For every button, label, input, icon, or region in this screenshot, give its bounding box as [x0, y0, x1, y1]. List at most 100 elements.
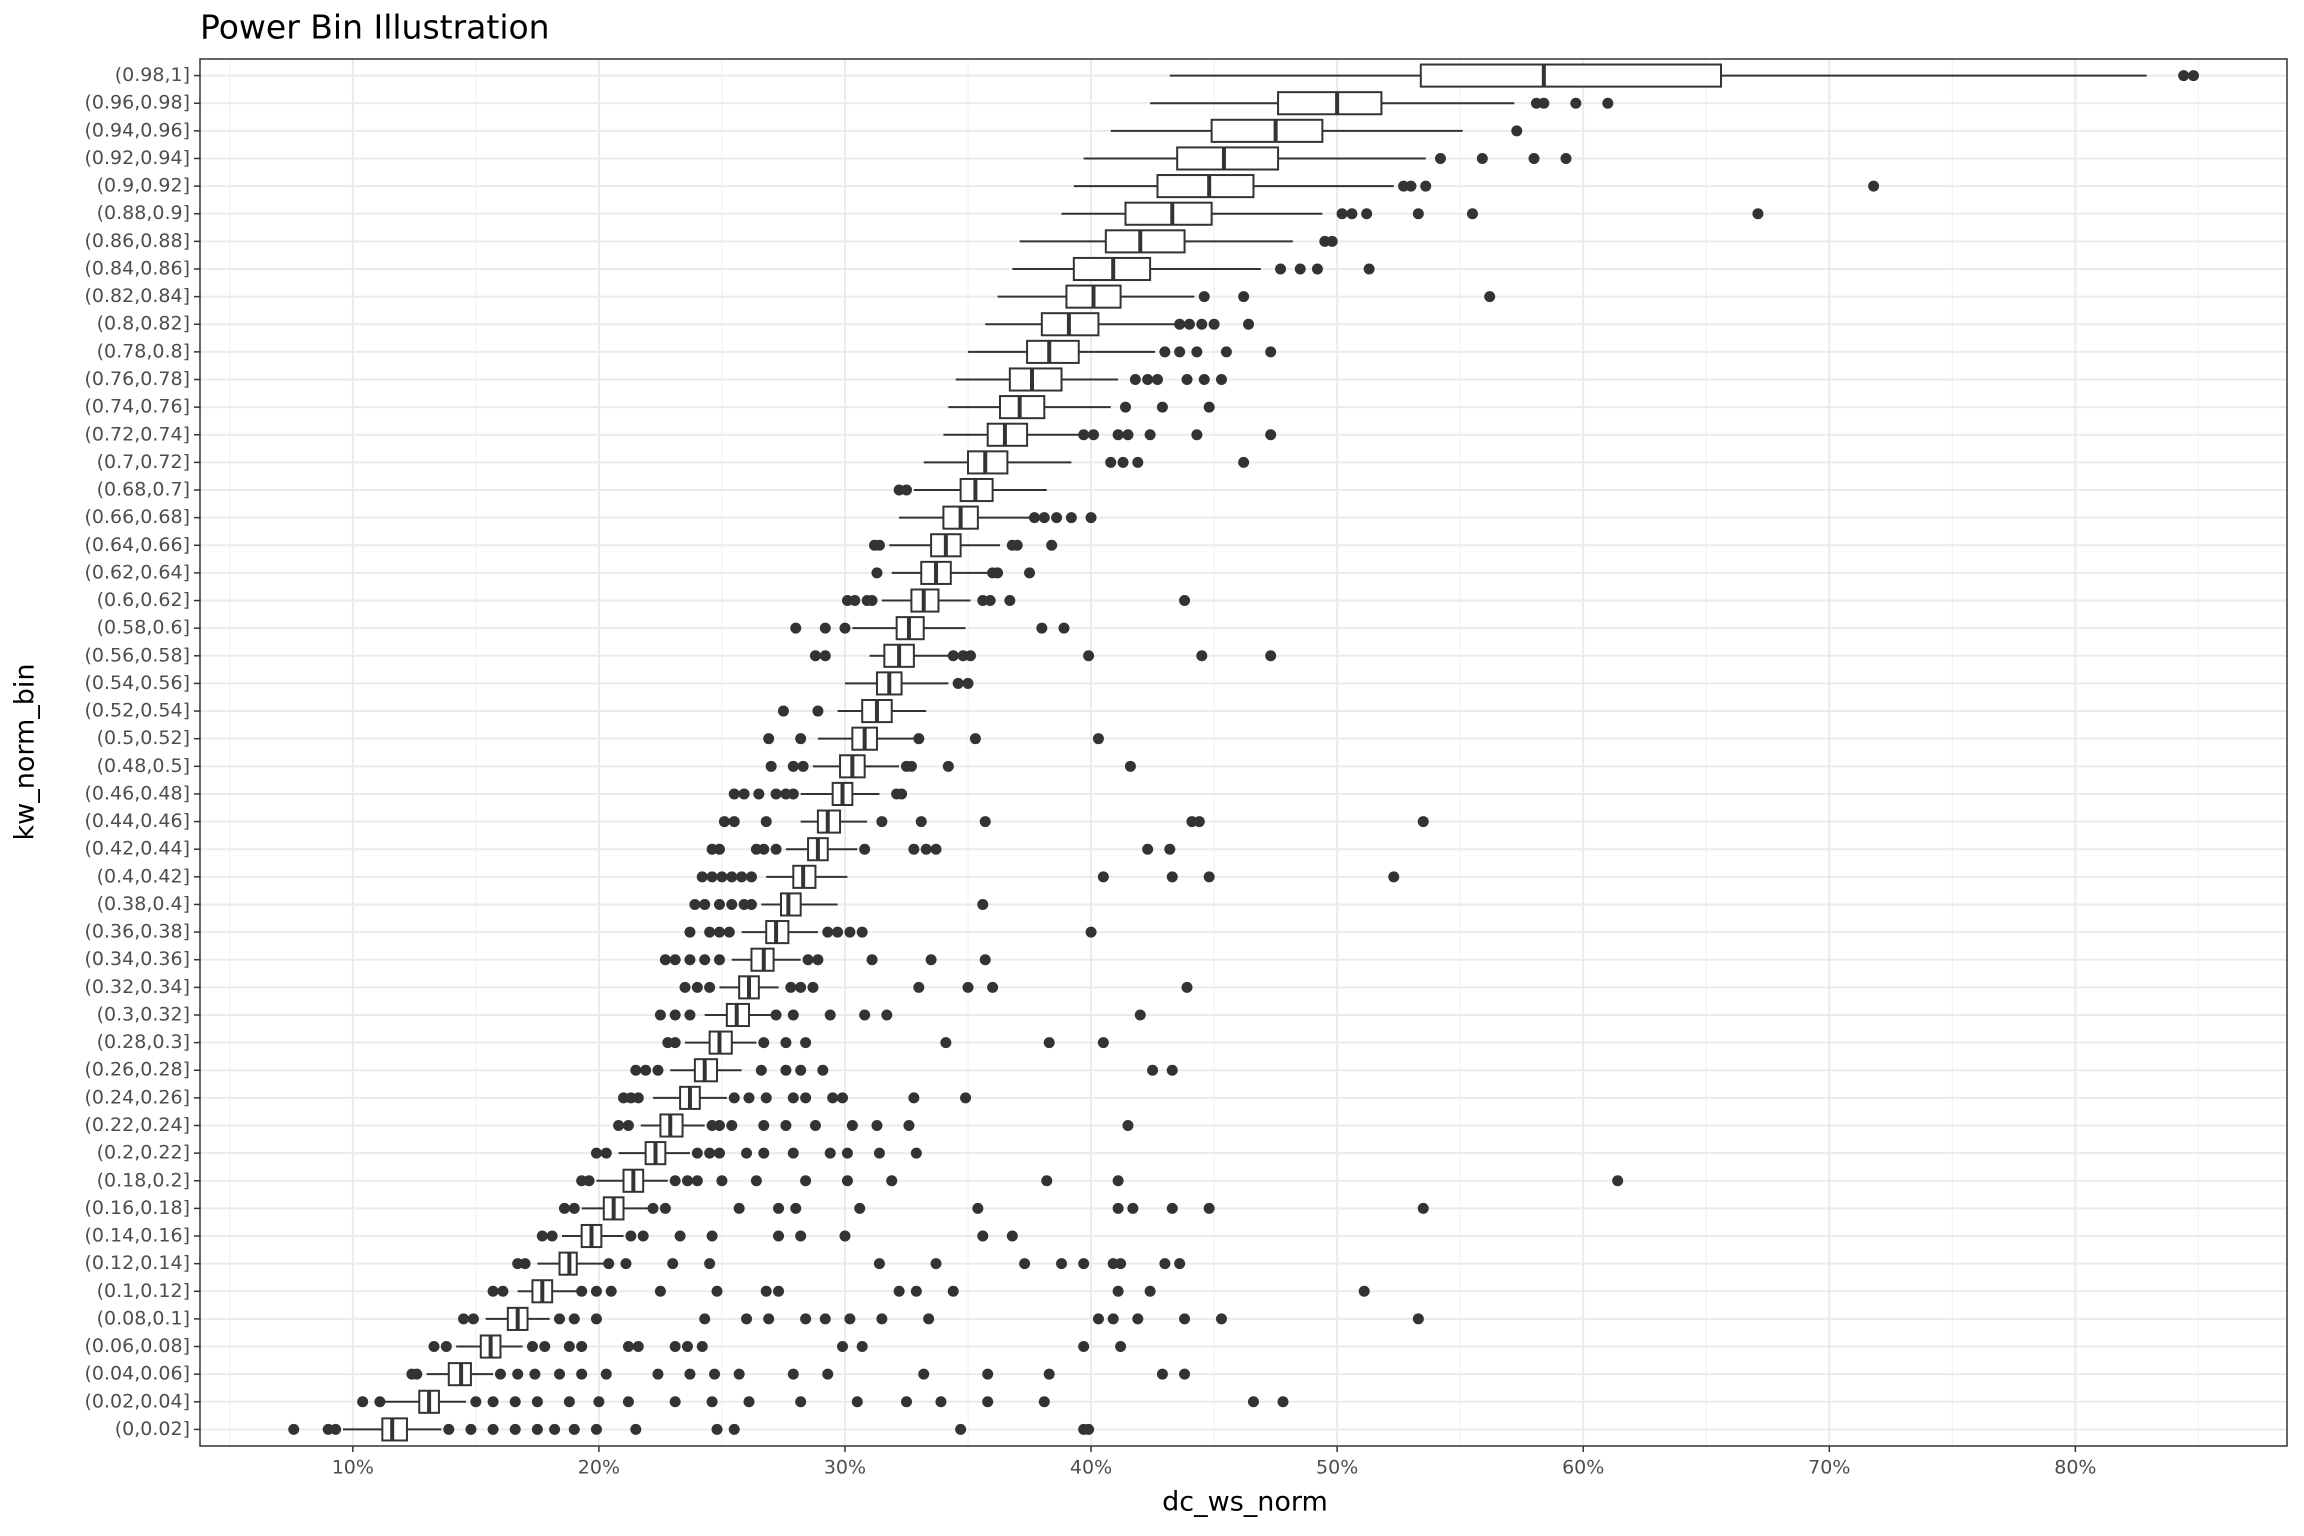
outlier	[859, 1009, 871, 1021]
y-tick-label: (0.58,0.6]	[97, 617, 190, 639]
outlier	[568, 1423, 580, 1435]
outlier	[709, 1368, 721, 1380]
outlier	[741, 1313, 753, 1325]
outlier	[886, 1175, 898, 1187]
outlier	[849, 595, 861, 607]
outlier	[563, 1341, 575, 1353]
outlier	[1043, 1368, 1055, 1380]
outlier	[558, 1202, 570, 1214]
outlier	[908, 843, 920, 855]
outlier	[1358, 1285, 1370, 1297]
outlier	[770, 843, 782, 855]
outlier	[593, 1396, 605, 1408]
outlier	[647, 1202, 659, 1214]
outlier	[925, 954, 937, 966]
outlier	[1203, 1202, 1215, 1214]
outlier	[632, 1092, 644, 1104]
outlier	[1129, 374, 1141, 386]
outlier	[1612, 1175, 1624, 1187]
outlier	[822, 1368, 834, 1380]
outlier	[1043, 1037, 1055, 1049]
outlier	[910, 1147, 922, 1159]
outlier	[711, 1285, 723, 1297]
outlier	[780, 1037, 792, 1049]
outlier	[699, 954, 711, 966]
outlier	[1112, 1285, 1124, 1297]
outlier	[706, 1230, 718, 1242]
outlier	[736, 871, 748, 883]
outlier	[711, 1423, 723, 1435]
y-tick-label: (0.62,0.64]	[85, 561, 190, 583]
outlier	[713, 843, 725, 855]
outlier	[876, 1313, 888, 1325]
outlier	[900, 484, 912, 496]
outlier	[841, 1175, 853, 1187]
outlier	[1326, 235, 1338, 247]
y-tick-label: (0.72,0.74]	[85, 423, 190, 445]
outlier	[1417, 816, 1429, 828]
outlier	[733, 1202, 745, 1214]
outlier	[519, 1258, 531, 1270]
outlier	[691, 1147, 703, 1159]
outlier	[576, 1368, 588, 1380]
outlier	[674, 1230, 686, 1242]
outlier	[691, 981, 703, 993]
outlier	[1011, 539, 1023, 551]
outlier	[984, 595, 996, 607]
outlier	[910, 1285, 922, 1297]
outlier	[1124, 760, 1136, 772]
outlier	[1065, 512, 1077, 524]
box	[1176, 146, 1280, 171]
y-tick-label: (0.68,0.7]	[97, 479, 190, 501]
outlier	[837, 1092, 849, 1104]
outlier	[622, 1119, 634, 1131]
outlier	[1151, 374, 1163, 386]
outlier	[713, 1119, 725, 1131]
outlier	[1361, 208, 1373, 220]
outlier	[846, 1119, 858, 1131]
outlier	[1412, 1313, 1424, 1325]
y-tick-label: (0.24,0.26]	[85, 1086, 190, 1108]
outlier	[824, 1147, 836, 1159]
outlier	[787, 1092, 799, 1104]
outlier	[839, 1230, 851, 1242]
outlier	[713, 954, 725, 966]
outlier	[871, 567, 883, 579]
outlier	[844, 926, 856, 938]
outlier	[1144, 429, 1156, 441]
outlier	[512, 1368, 524, 1380]
x-tick-label: 50%	[1316, 1457, 1358, 1479]
y-tick-label: (0.9,0.92]	[97, 175, 190, 197]
outlier	[696, 1341, 708, 1353]
y-tick-label: (0.48,0.5]	[97, 755, 190, 777]
outlier	[1215, 374, 1227, 386]
box	[1104, 229, 1186, 254]
outlier	[1164, 843, 1176, 855]
outlier	[669, 1037, 681, 1049]
outlier	[1159, 346, 1171, 358]
chart-title: Power Bin Illustration	[200, 8, 550, 47]
y-tick-label: (0.44,0.46]	[85, 810, 190, 832]
box	[1210, 118, 1324, 143]
outlier	[1265, 346, 1277, 358]
outlier	[1336, 208, 1348, 220]
outlier	[539, 1341, 551, 1353]
outlier	[1142, 374, 1154, 386]
outlier	[1156, 401, 1168, 413]
outlier	[704, 926, 716, 938]
outlier	[684, 1009, 696, 1021]
outlier	[1006, 1230, 1018, 1242]
outlier	[1238, 456, 1250, 468]
outlier	[785, 981, 797, 993]
outlier	[288, 1423, 300, 1435]
outlier	[964, 650, 976, 662]
outlier	[807, 981, 819, 993]
outlier	[758, 1119, 770, 1131]
outlier	[819, 650, 831, 662]
outlier	[1134, 1009, 1146, 1021]
outlier	[1112, 1202, 1124, 1214]
outlier	[745, 871, 757, 883]
outlier	[497, 1285, 509, 1297]
outlier	[669, 1175, 681, 1187]
y-tick-label: (0.26,0.28]	[85, 1059, 190, 1081]
